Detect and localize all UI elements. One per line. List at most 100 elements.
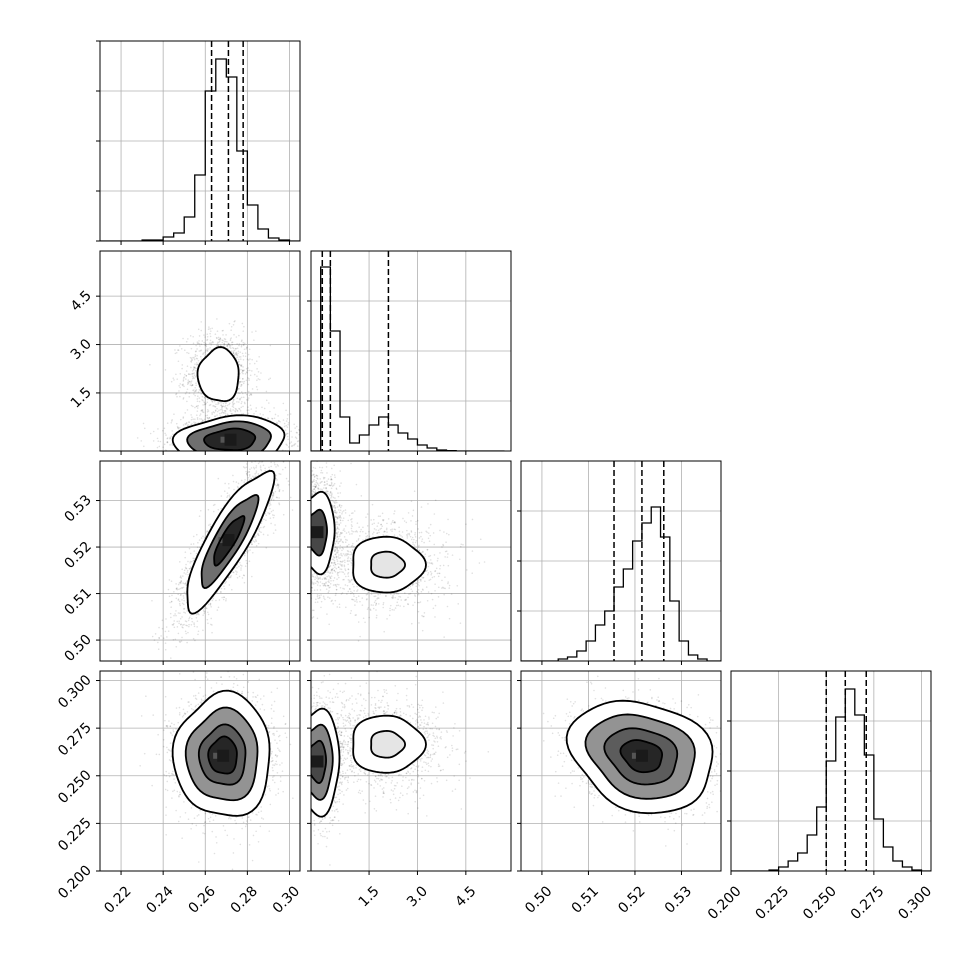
scatter-point <box>212 341 215 344</box>
scatter-point <box>240 345 243 348</box>
scatter-point <box>305 427 307 429</box>
scatter-point <box>223 337 226 340</box>
scatter-point <box>196 407 199 409</box>
scatter-point <box>242 369 244 371</box>
scatter-point <box>239 372 241 375</box>
scatter-point <box>192 376 195 379</box>
scatter-point <box>152 440 155 442</box>
scatter-point <box>260 464 262 466</box>
scatter-point <box>174 349 176 351</box>
scatter-point <box>241 400 243 403</box>
scatter-point <box>264 452 266 454</box>
scatter-point <box>190 382 192 384</box>
scatter-point <box>233 349 236 352</box>
scatter-point <box>252 457 254 459</box>
scatter-point <box>286 435 289 438</box>
scatter-point <box>226 492 229 494</box>
scatter-point <box>268 457 270 459</box>
scatter-point <box>200 409 203 411</box>
scatter-point <box>217 403 219 406</box>
scatter-point <box>254 459 256 461</box>
scatter-point <box>215 465 217 467</box>
scatter-point <box>188 395 191 398</box>
scatter-point <box>225 452 227 454</box>
scatter-point <box>194 366 196 369</box>
scatter-point <box>251 543 253 545</box>
scatter-point <box>247 359 250 361</box>
scatter-point <box>193 358 196 361</box>
scatter-point <box>188 616 191 619</box>
scatter-point <box>172 463 174 465</box>
scatter-point <box>225 407 228 410</box>
scatter-point <box>209 342 212 344</box>
scatter-point <box>232 352 235 354</box>
scatter-point <box>203 612 206 615</box>
scatter-point <box>222 464 224 466</box>
scatter-point <box>175 452 177 454</box>
scatter-point <box>272 509 274 512</box>
scatter-point <box>257 453 259 455</box>
scatter-point <box>210 343 212 346</box>
scatter-point <box>196 620 199 622</box>
scatter-point <box>193 357 196 359</box>
scatter-point <box>238 344 240 347</box>
scatter-point <box>232 468 234 470</box>
scatter-point <box>238 360 240 363</box>
scatter-point <box>238 334 240 337</box>
scatter-point <box>208 326 210 328</box>
scatter-point <box>245 367 248 370</box>
scatter-point <box>185 563 187 566</box>
scatter-point <box>238 343 241 345</box>
scatter-point <box>218 338 220 341</box>
scatter-point <box>194 367 196 369</box>
scatter-point <box>226 344 228 347</box>
scatter-point <box>235 570 237 572</box>
scatter-point <box>268 513 271 515</box>
scatter-point <box>178 384 180 387</box>
scatter-point <box>208 417 211 419</box>
scatter-point <box>143 445 145 448</box>
scatter-point <box>142 422 145 425</box>
scatter-point <box>189 566 192 568</box>
scatter-point <box>241 371 243 374</box>
scatter-point <box>179 345 181 347</box>
scatter-point <box>287 423 289 426</box>
scatter-point <box>247 377 249 379</box>
scatter-point <box>268 452 270 454</box>
scatter-point <box>232 323 235 326</box>
scatter-point <box>205 345 208 348</box>
scatter-point <box>222 334 224 336</box>
scatter-point <box>194 406 196 409</box>
scatter-point <box>273 417 276 420</box>
scatter-point <box>232 352 235 354</box>
scatter-point <box>295 437 298 440</box>
scatter-point <box>262 458 264 460</box>
scatter-point <box>214 456 216 458</box>
scatter-point <box>165 618 167 620</box>
scatter-point <box>258 528 260 531</box>
scatter-point <box>244 467 246 469</box>
scatter-point <box>226 413 229 415</box>
scatter-point <box>247 369 249 372</box>
scatter-point <box>249 374 252 377</box>
scatter-point <box>179 372 182 375</box>
scatter-point <box>238 453 240 455</box>
scatter-point <box>228 403 230 406</box>
scatter-point <box>199 458 201 460</box>
scatter-point <box>213 411 216 414</box>
scatter-point <box>208 404 211 407</box>
scatter-point <box>184 458 186 460</box>
scatter-point <box>162 637 165 639</box>
scatter-point <box>269 377 272 380</box>
scatter-point <box>197 391 200 393</box>
scatter-point <box>246 463 248 465</box>
scatter-point <box>235 336 238 338</box>
scatter-point <box>206 349 209 352</box>
scatter-point <box>224 338 227 341</box>
scatter-point <box>183 385 185 388</box>
scatter-point <box>201 340 204 342</box>
scatter-point <box>243 369 245 372</box>
scatter-point <box>249 393 252 396</box>
scatter-point <box>197 633 199 636</box>
scatter-point <box>187 382 190 384</box>
